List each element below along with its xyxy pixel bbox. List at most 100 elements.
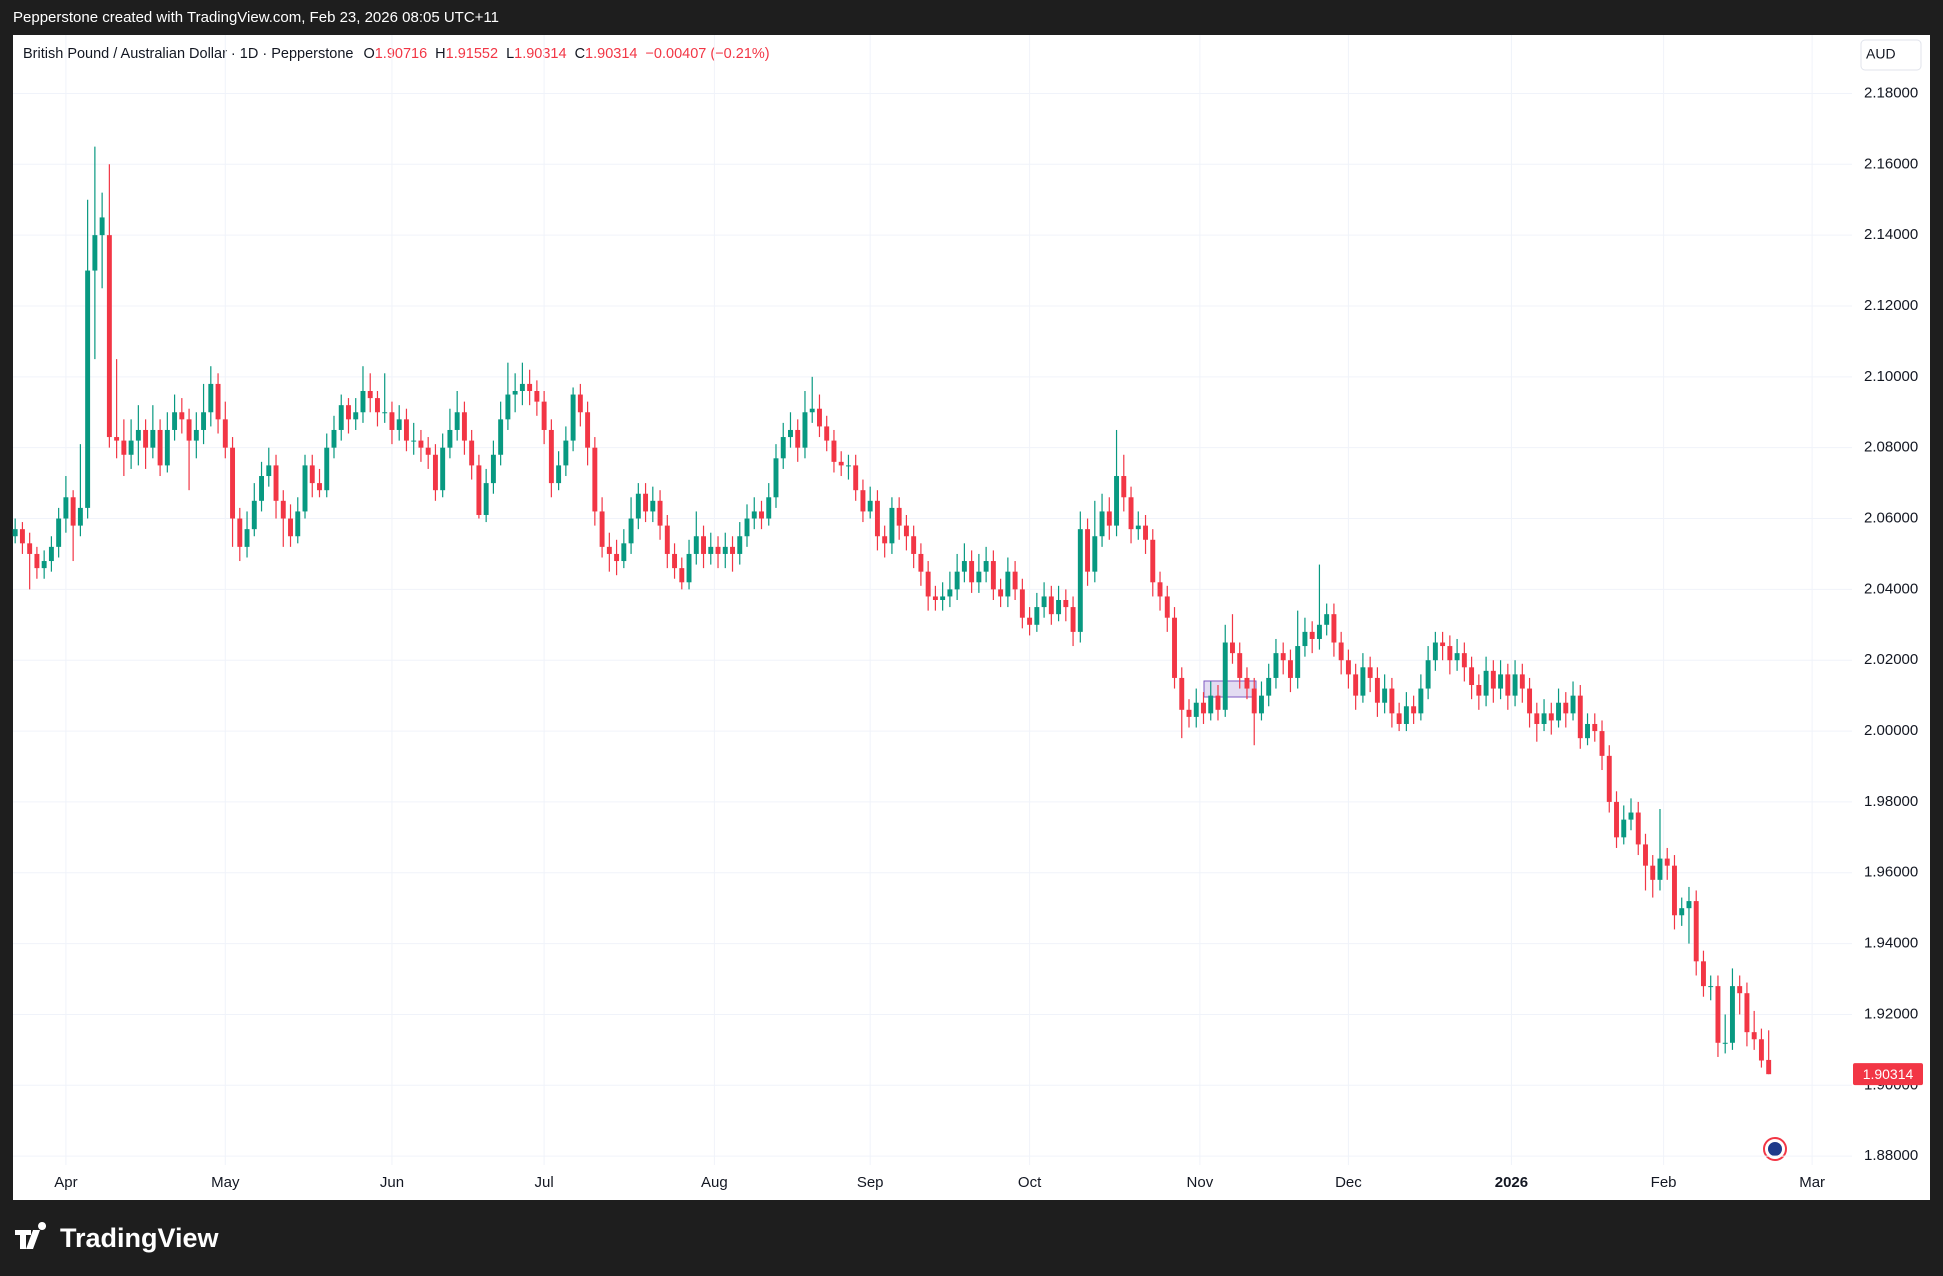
candle-body <box>1440 642 1446 647</box>
candle-body <box>527 383 533 392</box>
candle-body <box>1679 908 1685 916</box>
candle-body <box>1505 674 1511 696</box>
candle-body <box>1498 674 1504 689</box>
candle-body <box>1222 642 1228 710</box>
candle-body <box>1070 607 1076 632</box>
candle-body <box>1287 660 1293 678</box>
candle-body <box>773 458 779 498</box>
candle-body <box>360 391 366 413</box>
candle-body <box>983 561 989 572</box>
candle-body <box>1599 731 1605 756</box>
candle-body <box>70 497 76 526</box>
candle-body <box>266 465 272 477</box>
candle-body <box>1577 695 1583 739</box>
candle-body <box>1425 660 1431 689</box>
candle-body <box>1447 646 1453 661</box>
candle-body <box>1164 596 1170 618</box>
candle-body <box>860 490 866 512</box>
candle-body <box>817 408 822 427</box>
candle-body <box>92 235 98 271</box>
candle-body <box>621 543 627 562</box>
candle-body <box>1186 709 1192 717</box>
candle-body <box>164 429 170 466</box>
candle-body <box>1432 642 1438 661</box>
candle-body <box>1621 819 1627 838</box>
candle-body <box>302 465 308 512</box>
candle-body <box>708 546 714 554</box>
candle-body <box>889 507 895 544</box>
candle-body <box>1027 617 1033 625</box>
ohlc-header: O1.90716 H1.91552 L1.90314 C1.90314 −0.00407… <box>363 46 769 62</box>
candle-body <box>201 412 207 430</box>
candle-body <box>295 511 301 537</box>
candle-body <box>1316 624 1322 639</box>
candle-body <box>1650 865 1656 880</box>
ohlc-value: 1.90314 <box>585 46 637 62</box>
candle-body <box>1092 536 1098 572</box>
candle-body <box>1672 865 1677 916</box>
y-tick-label: 2.10000 <box>1864 368 1918 385</box>
ohlc-label: O <box>363 46 374 62</box>
logo-mark <box>15 1222 47 1249</box>
candle-body <box>77 507 83 526</box>
candle-body <box>672 553 678 569</box>
candle-body <box>1237 653 1243 678</box>
candle-body <box>1121 476 1127 498</box>
candle-body <box>1135 525 1141 530</box>
candle-body <box>1280 653 1286 661</box>
candle-body <box>56 518 62 547</box>
change-value: −0.00407 (−0.21%) <box>645 46 769 62</box>
candle-body <box>1005 571 1011 597</box>
candle-body <box>715 546 721 554</box>
candle-body <box>548 429 554 484</box>
candle-body <box>1664 858 1670 866</box>
candle-body <box>230 447 236 519</box>
candle-body <box>1048 596 1054 615</box>
candle-body <box>1324 614 1330 625</box>
candle-body <box>570 394 576 441</box>
candle-body <box>280 500 286 519</box>
candle-body <box>1338 642 1344 661</box>
candle-body <box>643 493 649 512</box>
y-tick-label: 2.16000 <box>1864 155 1918 172</box>
candle-body <box>1527 688 1533 714</box>
candle-body <box>701 536 706 554</box>
candle-body <box>382 412 388 414</box>
candle-body <box>186 419 192 441</box>
candle-body <box>1244 677 1250 689</box>
candle-body <box>556 465 562 484</box>
x-tick-label: Dec <box>1335 1174 1362 1191</box>
candle-body <box>396 419 402 430</box>
candle-body <box>179 412 185 420</box>
candle-body <box>440 447 446 491</box>
candle-body <box>1302 631 1308 647</box>
candle-body <box>1469 667 1475 686</box>
candle-body <box>135 429 141 441</box>
candle-body <box>1230 642 1235 654</box>
candle-body <box>1041 596 1047 608</box>
candle-body <box>1295 646 1301 678</box>
x-tick-label: Mar <box>1799 1174 1825 1191</box>
candle-body <box>1099 511 1105 537</box>
candle-body <box>498 419 504 455</box>
candle-body <box>1353 674 1359 696</box>
y-tick-label: 2.18000 <box>1864 84 1918 101</box>
candle-body <box>1454 653 1460 661</box>
x-tick-label: 2026 <box>1495 1174 1528 1191</box>
candle-body <box>34 553 40 569</box>
currency-badge[interactable] <box>1860 39 1922 71</box>
candle-body <box>1744 993 1750 1033</box>
candle-body <box>577 394 583 413</box>
x-tick-label: Apr <box>54 1174 77 1191</box>
x-tick-label: Oct <box>1018 1174 1042 1191</box>
candle-body <box>990 561 996 590</box>
y-tick-label: 2.02000 <box>1864 651 1918 668</box>
candle-body <box>657 500 663 526</box>
candle-body <box>128 440 134 455</box>
candle-body <box>331 429 337 448</box>
candle-body <box>722 546 728 554</box>
candle-body <box>534 391 540 402</box>
candle-body <box>1382 688 1388 703</box>
candle-body <box>1592 723 1598 732</box>
